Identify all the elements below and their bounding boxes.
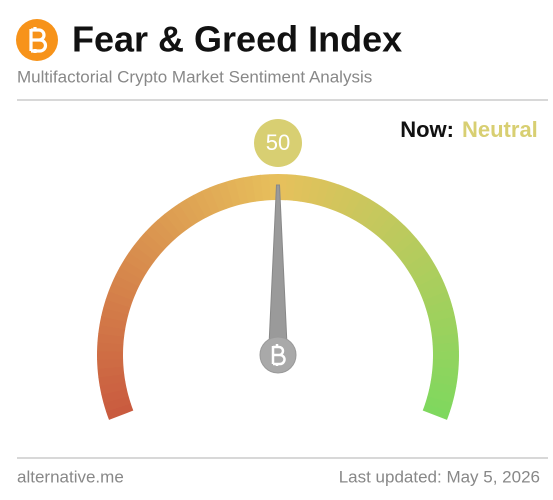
gauge-arc-segment [157, 213, 182, 240]
gauge-arc-segment [124, 252, 151, 274]
last-updated: Last updated: May 5, 2026 [339, 467, 540, 486]
gauge-arc-segment [401, 245, 428, 268]
gauge: 50 [97, 119, 459, 420]
gauge-arc-segment [425, 396, 453, 413]
gauge-arc-segment [427, 307, 455, 323]
gauge-arc-segment [119, 259, 147, 281]
gauge-arc-segment [430, 325, 458, 338]
gauge-arc-segment [336, 187, 355, 215]
gauge-arc-segment [315, 179, 331, 207]
gauge-arc-segment [251, 174, 264, 202]
gauge-arc-segment [209, 184, 227, 212]
gauge-arc-segment [98, 324, 126, 337]
gauge-arc-segment [97, 366, 125, 378]
gauge-arc-segment [139, 231, 165, 256]
gauge-arc-segment [260, 174, 271, 201]
gauge-arc-segment [429, 316, 457, 330]
gauge-arc-segment [226, 179, 242, 207]
gauge-arc-segment [363, 203, 385, 230]
gauge-arc-segment [380, 219, 405, 245]
gauge-arc-segment [99, 316, 127, 330]
gauge-arc-segment [193, 190, 213, 218]
gauge-arc-segment [201, 187, 220, 215]
gauge-arc-segment [128, 245, 155, 268]
gauge-arc-segment [217, 181, 235, 209]
gauge-arc-segment [343, 190, 363, 219]
gauge-arc-segment [427, 388, 455, 404]
gauge-arc-segment [115, 267, 143, 287]
gauge-arc-segment [171, 203, 194, 230]
gauge-arc-segment [105, 403, 134, 420]
gauge-arc-segment [300, 175, 314, 203]
gauge-arc-segment [425, 299, 453, 316]
gauge-arc-segment [243, 175, 257, 203]
chart-subtitle: Multifactorial Crypto Market Sentiment A… [17, 67, 372, 86]
gauge-arc-segment [164, 208, 188, 235]
source: alternative.me [17, 467, 124, 486]
gauge-arc-segment [413, 267, 441, 288]
gauge-arc-segment [356, 199, 378, 226]
gauge-arc-segment [322, 181, 339, 209]
gauge-arc-segment [409, 259, 437, 281]
gauge-arc-segment [99, 381, 127, 395]
gauge-arc-segment [431, 333, 459, 345]
gauge-arc-segment [431, 366, 459, 378]
gauge-arc-segment [105, 290, 134, 308]
gauge-arc-segment [101, 388, 129, 404]
gauge-arc-segment [375, 214, 399, 240]
gauge-arc-segment [396, 238, 423, 262]
gauge-arc-segment [133, 238, 160, 262]
gauge-arc-segment [329, 184, 347, 212]
chart-title: Fear & Greed Index [72, 19, 402, 60]
gauge-arc-segment [108, 282, 136, 301]
gauge-arc-segment [103, 299, 131, 315]
gauge-arc-segment [178, 198, 200, 226]
gauge-arc-segment [420, 283, 448, 301]
gauge-arc-segment [101, 307, 129, 323]
gauge-arc-segment [234, 177, 249, 205]
now-label: Now: [400, 117, 454, 142]
gauge-arc-segment [405, 252, 433, 274]
gauge-arc-segment [430, 374, 458, 387]
hub-bitcoin-symbol [271, 344, 286, 366]
gauge-arc-segment [292, 174, 305, 202]
gauge-arc-segment [103, 395, 131, 412]
needle [268, 184, 288, 346]
gauge-arc-segment [391, 231, 417, 256]
gauge-arc-segment [423, 291, 451, 308]
gauge-arc-segment [97, 333, 125, 345]
gauge-arc-segment [186, 194, 207, 222]
gauge-arc-segment [422, 403, 450, 420]
gauge-arc-segment [145, 225, 170, 250]
gauge-arc-segment [307, 177, 322, 205]
classification: Neutral [462, 117, 538, 142]
value-label: 50 [266, 130, 290, 155]
gauge-arc-segment [151, 219, 176, 245]
gauge-arc-segment [98, 373, 126, 387]
gauge-arc-segment [417, 275, 445, 294]
gauge-arc-segment [429, 381, 457, 396]
gauge-arc-segment [369, 208, 392, 235]
gauge-arc-segment [111, 274, 140, 294]
gauge-arc-segment [285, 174, 296, 201]
gauge-arc-segment [350, 194, 371, 222]
gauge-arc-segment [386, 225, 412, 250]
bitcoin-logo [16, 19, 58, 61]
value-badge [254, 119, 302, 167]
